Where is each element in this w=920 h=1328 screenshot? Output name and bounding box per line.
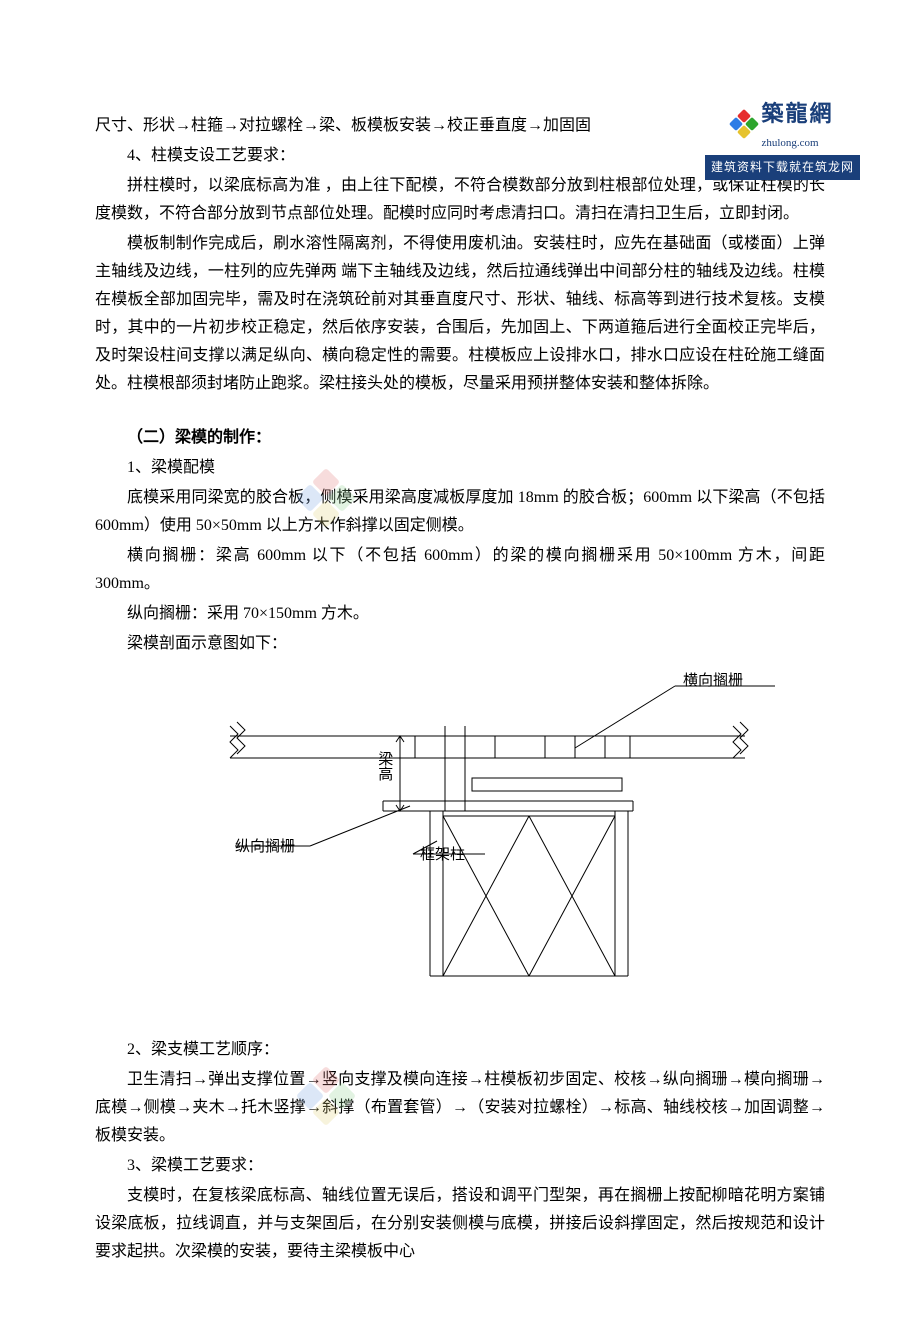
body-text: 3、梁模工艺要求： bbox=[95, 1152, 825, 1180]
watermark-icon bbox=[300, 472, 352, 524]
beam-section-diagram: 横向搁栅 梁高 纵向搁栅 框架柱 bbox=[175, 666, 795, 1026]
diagram-label: 纵向搁栅 bbox=[235, 834, 295, 860]
body-text: 支模时，在复核梁底标高、轴线位置无误后，搭设和调平门型架，再在搁栅上按配柳暗花明… bbox=[95, 1182, 825, 1266]
body-text: 横向搁栅：梁高 600mm 以下（不包括 600mm）的梁的模向搁栅采用 50×… bbox=[95, 542, 825, 598]
logo-name: 築龍網 bbox=[761, 95, 833, 134]
body-text: 卫生清扫→弹出支撑位置→竖向支撑及模向连接→柱模板初步固定、校核→纵向搁珊→模向… bbox=[95, 1066, 825, 1150]
logo-icon bbox=[731, 111, 757, 137]
logo-top: 築龍網 zhulong.com bbox=[731, 95, 833, 153]
body-text: 2、梁支模工艺顺序： bbox=[95, 1036, 825, 1064]
logo-banner: 建筑资料下载就在筑龙网 bbox=[705, 155, 860, 180]
watermark-icon bbox=[300, 1070, 352, 1122]
body-text: 梁模剖面示意图如下： bbox=[95, 630, 825, 658]
body-text: 底模采用同梁宽的胶合板，侧模采用梁高度减板厚度加 18mm 的胶合板；600mm… bbox=[95, 484, 825, 540]
body-text: 拼柱模时，以梁底标高为准 ，由上往下配模，不符合模数部分放到柱根部位处理，或保证… bbox=[95, 172, 825, 228]
diagram-label: 横向搁栅 bbox=[683, 668, 743, 694]
diagram-label: 框架柱 bbox=[420, 842, 465, 868]
body-text: 1、梁模配模 bbox=[95, 454, 825, 482]
body-text: 纵向搁栅：采用 70×150mm 方木。 bbox=[95, 600, 825, 628]
body-text: 模板制制作完成后，刷水溶性隔离剂，不得使用废机油。安装柱时，应先在基础面（或楼面… bbox=[95, 230, 825, 398]
section-heading: （二）梁模的制作： bbox=[95, 424, 825, 452]
logo-domain: zhulong.com bbox=[761, 134, 833, 153]
site-logo: 築龍網 zhulong.com 建筑资料下载就在筑龙网 bbox=[705, 95, 860, 180]
diagram-label: 梁高 bbox=[371, 751, 397, 781]
